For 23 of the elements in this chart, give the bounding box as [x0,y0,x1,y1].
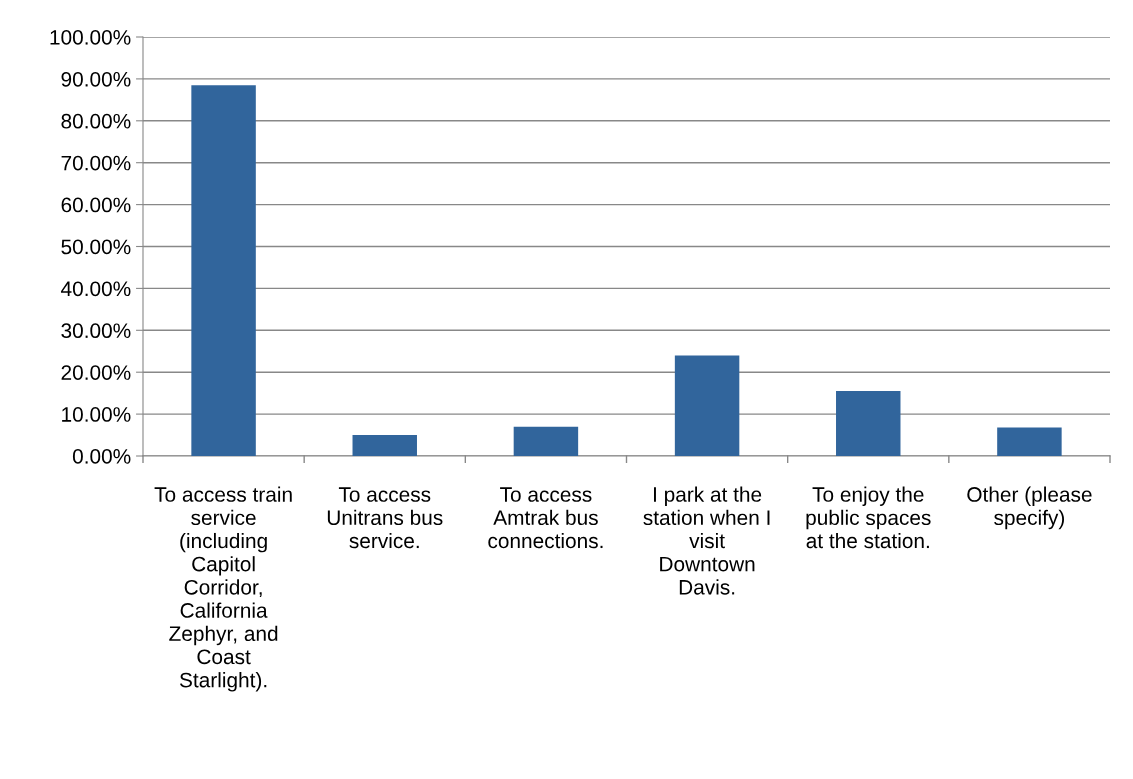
bar [836,391,901,456]
y-tick-label: 50.00% [61,239,131,255]
x-tick-label: To access Amtrak bus connections. [488,487,603,549]
y-tick-label: 100.00% [50,30,131,45]
y-tick-label: 20.00% [61,365,131,380]
y-tick-label: 60.00% [61,197,131,213]
y-tick-label: 0.00% [72,449,131,464]
bar [191,85,256,456]
x-tick-label: To access Unitrans bus service. [327,487,443,549]
y-tick-label: 90.00% [61,71,131,87]
category-label: To access train service (including Capitol Corridor, California Zephyr, and Coast Starlight). [154,486,292,692]
y-tick-label: 80.00% [61,113,131,129]
bar [997,427,1062,456]
y-tick-label: 10.00% [62,407,131,422]
x-tick-label: I park at the station when I visit Downtown Davis. [643,486,770,595]
x-tick-label: To enjoy the public spaces at the station. [806,486,931,549]
bar [352,435,417,456]
bar [513,426,579,456]
bar [674,355,740,456]
y-tick-label: 70.00% [61,155,131,171]
y-tick-label: 30.00% [61,323,131,339]
y-tick-label: 40.00% [61,281,131,297]
x-tick-label: Other (please specify) [967,486,1092,530]
